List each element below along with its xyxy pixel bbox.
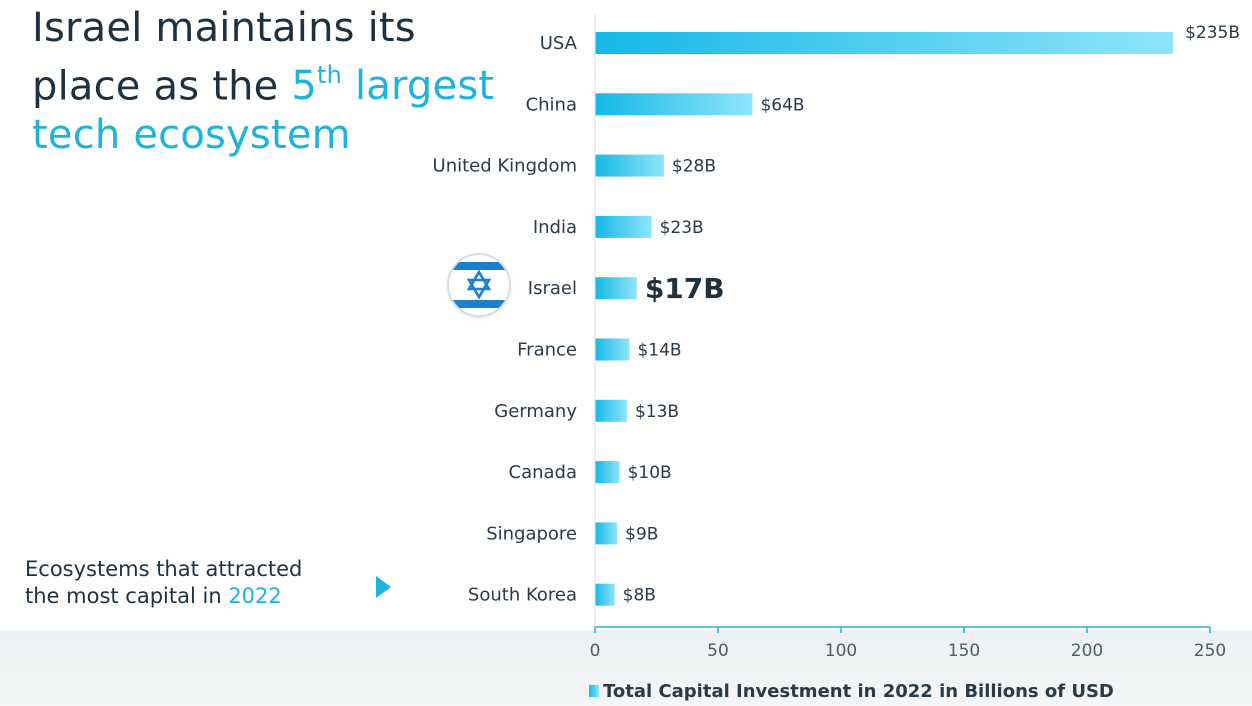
play-arrow-icon xyxy=(376,576,391,598)
value-label-united-kingdom: $28B xyxy=(672,157,716,177)
bar-india xyxy=(595,215,652,238)
bar-usa xyxy=(595,32,1174,54)
category-label-france: France xyxy=(517,340,577,361)
caption-year: 2022 xyxy=(228,584,282,608)
bar-singapore xyxy=(595,522,618,545)
title-line-3: tech ecosystem xyxy=(32,112,351,159)
value-label-china: $64B xyxy=(760,95,804,115)
title-ordinal-suffix: th xyxy=(317,61,343,89)
value-label-germany: $13B xyxy=(635,402,679,422)
bar-france xyxy=(595,338,630,361)
value-label-usa: $235B xyxy=(1185,23,1240,43)
category-label-canada: Canada xyxy=(509,462,578,483)
israel-flag-graphic xyxy=(449,255,509,315)
bottom-band xyxy=(0,630,1252,706)
caption-line-1: Ecosystems that attracted xyxy=(25,557,303,581)
title-ordinal-number: 5 xyxy=(291,63,318,110)
title-line-2-prefix: place as the xyxy=(32,63,292,110)
value-label-singapore: $9B xyxy=(625,524,658,544)
category-label-china: China xyxy=(526,94,577,115)
value-label-south-korea: $8B xyxy=(623,586,656,606)
category-label-singapore: Singapore xyxy=(486,523,577,544)
x-tick-label: 0 xyxy=(590,641,601,661)
bar-israel xyxy=(595,277,637,300)
caption-line-2: the most capital in 2022 xyxy=(25,583,355,610)
category-label-israel: Israel xyxy=(528,278,577,299)
category-label-india: India xyxy=(533,217,577,238)
legend-label: Total Capital Investment in 2022 in Bill… xyxy=(603,681,1114,702)
value-label-canada: $10B xyxy=(628,463,672,483)
category-label-united-kingdom: United Kingdom xyxy=(433,156,577,177)
bar-germany xyxy=(595,399,627,422)
value-label-india: $23B xyxy=(660,218,704,238)
bar-south-korea xyxy=(595,583,615,606)
title-line-1: Israel maintains its xyxy=(32,5,416,51)
legend-swatch xyxy=(589,685,599,697)
value-label-france: $14B xyxy=(637,341,681,361)
page-title: Israel maintains its place as the 5th la… xyxy=(32,4,512,160)
title-ordinal: 5th largest xyxy=(291,61,495,110)
bar-canada xyxy=(595,461,620,484)
category-label-usa: USA xyxy=(540,33,578,54)
category-label-south-korea: South Korea xyxy=(468,585,577,606)
category-label-germany: Germany xyxy=(494,401,577,422)
x-tick-label: 150 xyxy=(948,641,980,661)
x-tick-label: 200 xyxy=(1071,641,1103,661)
chart-caption: Ecosystems that attracted the most capit… xyxy=(25,556,355,610)
x-tick-label: 100 xyxy=(825,641,857,661)
caption-line-2-prefix: the most capital in xyxy=(25,584,229,608)
title-line-2-accent: largest xyxy=(342,63,495,110)
title-line-2: place as the 5th largest xyxy=(32,53,512,111)
israel-flag-icon xyxy=(449,255,509,315)
bar-united-kingdom xyxy=(595,154,664,177)
value-label-israel: $17B xyxy=(645,272,725,305)
bar-china xyxy=(595,93,753,116)
x-tick-label: 250 xyxy=(1194,641,1226,661)
x-tick-label: 50 xyxy=(707,641,729,661)
